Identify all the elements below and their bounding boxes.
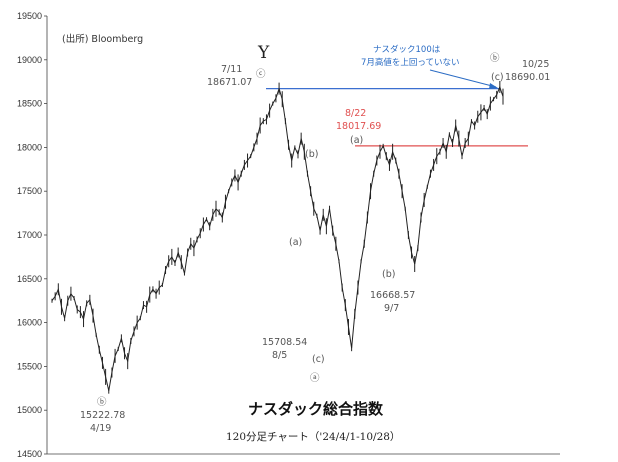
price-series <box>51 80 504 394</box>
p6-wave: (a) <box>350 135 363 146</box>
p7-date: 9/7 <box>384 303 399 314</box>
p2-date: 7/11 <box>221 64 242 75</box>
p7-wave: (b) <box>382 269 395 280</box>
chart-subtitle: 120分足チャート（'24/4/1-10/28） <box>226 431 400 443</box>
p1-date: 4/19 <box>90 423 111 434</box>
p1-wave: ⓑ <box>97 397 107 408</box>
y-tick-label: 17000 <box>17 230 42 240</box>
p5-date: 8/5 <box>272 350 287 361</box>
p8-circ: ⓑ <box>490 53 500 64</box>
note-arrow <box>429 69 497 88</box>
p8-wave: (c) <box>491 72 504 83</box>
y-tick-label: 18500 <box>17 99 42 109</box>
y-tick-label: 19000 <box>17 55 42 65</box>
y-tick-label: 15000 <box>17 405 42 415</box>
y-tick-label: 14500 <box>17 449 42 459</box>
y-tick-label: 19500 <box>17 11 42 21</box>
p5-value: 15708.54 <box>262 337 307 348</box>
p3-wave: (a) <box>289 237 302 248</box>
y-tick-label: 16500 <box>17 274 42 284</box>
y-axis-ticks: 14500 15000 15500 16000 16500 17000 17500 18000… <box>17 11 47 459</box>
p2-wave: ⓒ <box>256 69 266 80</box>
y-tick-label: 15500 <box>17 361 42 371</box>
p6-date: 8/22 <box>345 108 366 119</box>
price-line <box>51 85 504 391</box>
note-line-1: ナスダック100は <box>373 44 441 55</box>
y-tick-label: 16000 <box>17 318 42 328</box>
y-tick-label: 17500 <box>17 186 42 196</box>
wave-y-label: Y <box>257 43 270 63</box>
p4-wave: (b) <box>305 149 318 160</box>
chart-title: ナスダック総合指数 <box>248 400 384 418</box>
p2-value: 18671.07 <box>207 77 252 88</box>
p8-value: 18690.01 <box>505 72 550 83</box>
p8-date: 10/25 <box>522 59 549 70</box>
source-label: (出所) Bloomberg <box>62 33 143 45</box>
p5-circ: ⓐ <box>310 373 320 384</box>
y-tick-label: 18000 <box>17 142 42 152</box>
note-arrow-head <box>489 83 498 89</box>
note-line-2: 7月高値を上回っていない <box>361 57 459 68</box>
p7-value: 16668.57 <box>370 290 415 301</box>
p6-value: 18017.69 <box>336 121 381 132</box>
p5-wave: (c) <box>312 354 325 365</box>
p1-value: 15222.78 <box>80 410 125 421</box>
